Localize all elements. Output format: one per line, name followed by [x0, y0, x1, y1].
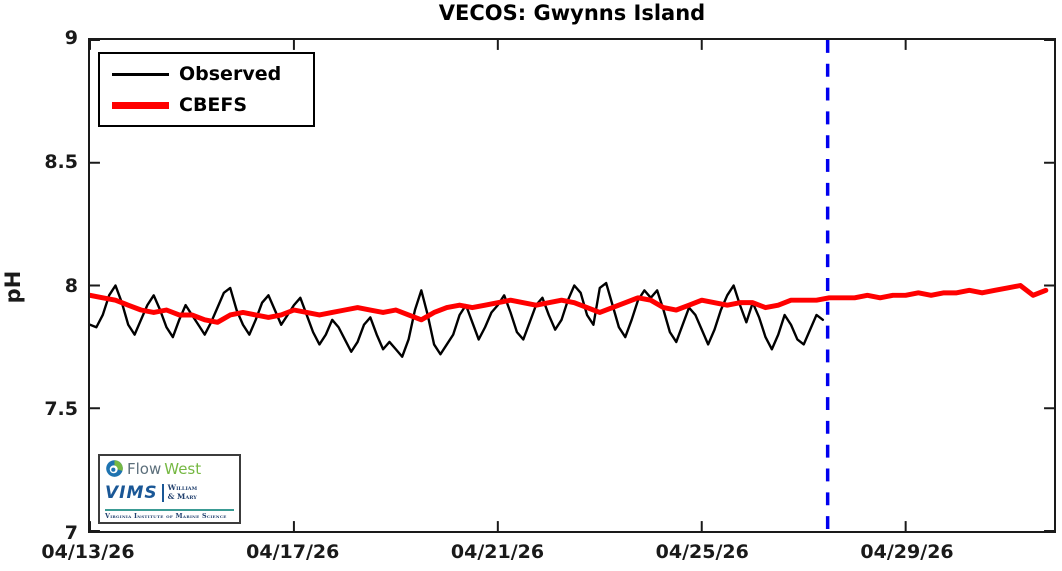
x-tick-label: 04/25/26 — [655, 541, 749, 563]
cbefs-line — [90, 283, 1049, 325]
legend-line-sample — [112, 72, 169, 76]
william-mary-text: William & Mary — [161, 484, 197, 502]
flowwest-west-text: West — [164, 459, 202, 478]
flowwest-flow-text: Flow — [127, 459, 162, 478]
y-axis-title: pH — [1, 270, 25, 304]
plot-svg — [90, 40, 1054, 531]
y-tick-label: 9 — [64, 27, 78, 49]
legend: Observed CBEFS — [98, 52, 315, 127]
y-tick-label: 7.5 — [44, 398, 78, 421]
logo-box: Flow West VIMS William & Mary Virginia In… — [98, 454, 241, 524]
y-tick-label: 7 — [64, 522, 78, 544]
vims-subtitle: Virginia Institute of Marine Science — [105, 509, 234, 520]
x-tick-label: 04/17/26 — [246, 541, 340, 563]
y-tick-label: 8 — [64, 274, 78, 297]
flowwest-logo: Flow West — [105, 459, 234, 478]
y-tick-label: 8.5 — [44, 150, 78, 173]
legend-line-sample — [112, 101, 169, 109]
flowwest-globe-icon — [105, 459, 124, 478]
x-tick-label: 04/21/26 — [450, 541, 545, 563]
vims-logo: VIMS William & Mary — [105, 483, 234, 503]
vims-acronym: VIMS — [105, 483, 158, 503]
legend-item-observed: Observed — [112, 62, 301, 86]
x-tick-label: 04/13/26 — [41, 541, 135, 563]
x-tick-label: 04/29/26 — [860, 541, 954, 563]
legend-label: Observed — [179, 63, 282, 85]
legend-item-cbefs: CBEFS — [112, 93, 301, 117]
chart-title: VECOS: Gwynns Island — [438, 1, 706, 25]
legend-label: CBEFS — [179, 94, 248, 116]
